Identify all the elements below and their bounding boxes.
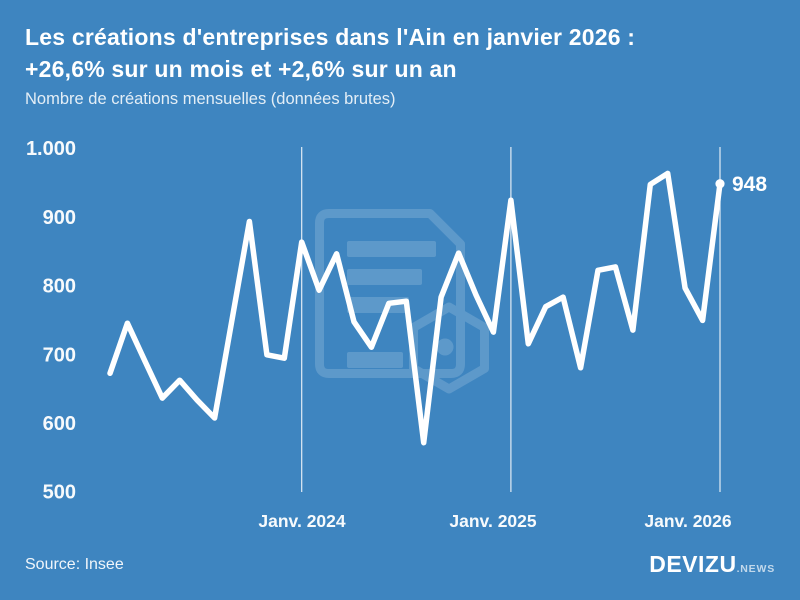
end-point-dot [715,179,725,189]
x-tick-janv-2026: Janv. 2026 [644,511,732,531]
x-tick-janv-2025: Janv. 2025 [449,511,537,531]
data-line [107,170,723,446]
y-tick-800: 800 [43,276,76,298]
chart-title: Les créations d'entreprises dans l'Ain e… [25,21,635,85]
brand-name: DEVIZU [649,551,737,577]
watermark-document-outline [315,209,465,378]
chart-subtitle: Nombre de créations mensuelles (données … [25,90,396,108]
header: Les créations d'entreprises dans l'Ain e… [25,21,635,109]
x-axis-labels: Janv. 2024 Janv. 2025 Janv. 2026 [258,511,732,531]
y-tick-600: 600 [43,413,76,435]
x-tick-janv-2024: Janv. 2024 [258,511,346,531]
y-tick-1000: 1.000 [26,138,76,160]
title-line-1: Les créations d'entreprises dans l'Ain e… [25,24,636,50]
title-line-2: +26,6% sur un mois et +2,6% sur un an [25,56,457,82]
y-tick-700: 700 [43,345,76,367]
brand-suffix: .NEWS [736,563,775,575]
end-value-label: 948 [732,173,767,196]
source-note: Source: Insee [25,556,124,573]
y-tick-500: 500 [43,482,76,504]
y-tick-900: 900 [43,207,76,229]
y-axis-labels: 1.000 900 800 700 600 500 [26,138,76,504]
devizu-logo: DEVIZU .NEWS [649,553,775,576]
watermark-hexagon [409,302,489,394]
footer: Source: Insee DEVIZU .NEWS [0,552,800,600]
watermark-hexagon-dot [436,338,454,356]
